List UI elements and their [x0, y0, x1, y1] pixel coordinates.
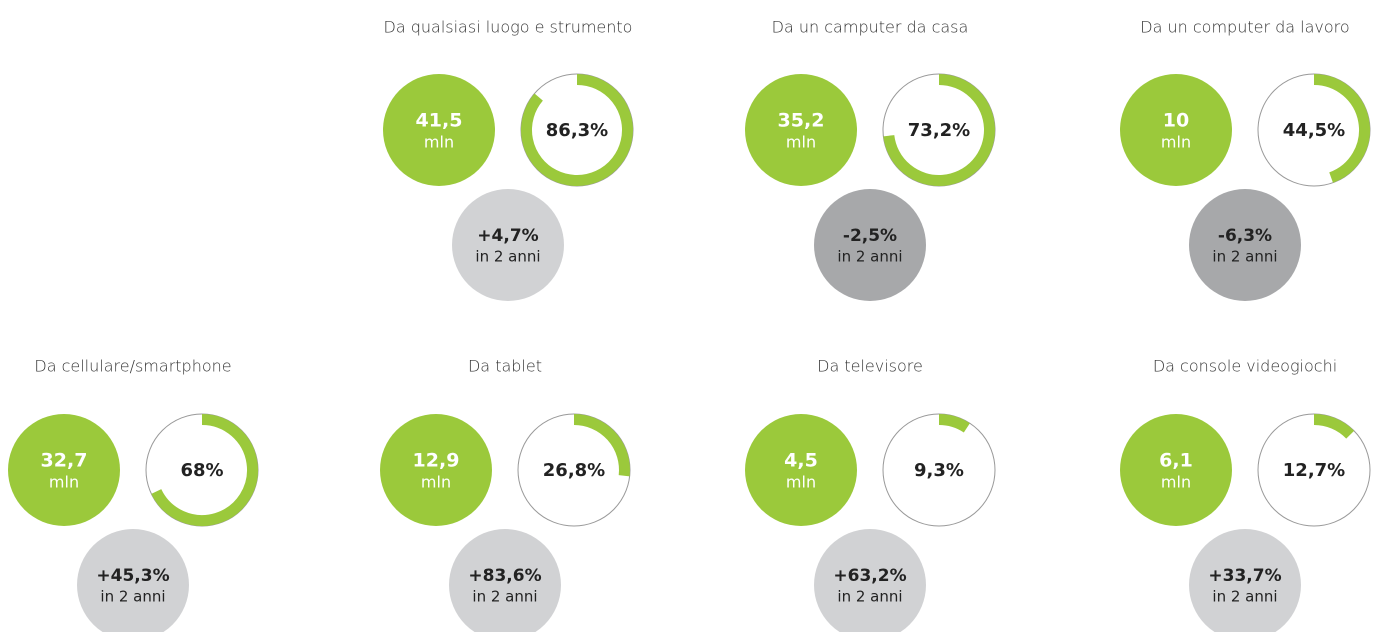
share-label: 73,2% — [908, 120, 970, 141]
share-arc — [573, 414, 630, 477]
users-circle — [8, 414, 120, 526]
users-unit: mln — [1161, 473, 1191, 492]
share-arc — [1313, 74, 1370, 183]
users-circle — [745, 74, 857, 186]
change-note: in 2 anni — [1212, 248, 1277, 266]
change-circle — [1189, 189, 1301, 301]
panel-title: Da qualsiasi luogo e strumento — [384, 18, 633, 37]
users-unit: mln — [421, 473, 451, 492]
share-label: 9,3% — [914, 460, 964, 481]
users-value: 10 — [1163, 110, 1189, 132]
change-circle — [452, 189, 564, 301]
change-note: in 2 anni — [472, 588, 537, 606]
change-note: in 2 anni — [837, 588, 902, 606]
change-value: +83,6% — [468, 566, 541, 586]
users-unit: mln — [786, 473, 816, 492]
share-label: 44,5% — [1283, 120, 1345, 141]
users-circle — [1120, 74, 1232, 186]
change-value: +33,7% — [1208, 566, 1281, 586]
users-circle — [380, 414, 492, 526]
change-circle — [814, 529, 926, 632]
users-unit: mln — [786, 133, 816, 152]
share-arc — [938, 414, 970, 433]
users-value: 35,2 — [778, 110, 825, 132]
panel-title: Da un computer da lavoro — [1140, 18, 1349, 37]
panel-title: Da cellulare/smartphone — [34, 357, 231, 376]
panel-title: Da console videogiochi — [1153, 357, 1337, 376]
change-note: in 2 anni — [100, 588, 165, 606]
change-value: +4,7% — [477, 226, 538, 246]
users-value: 6,1 — [1159, 450, 1193, 472]
share-label: 86,3% — [546, 120, 608, 141]
users-unit: mln — [424, 133, 454, 152]
change-note: in 2 anni — [475, 248, 540, 266]
users-value: 12,9 — [413, 450, 460, 472]
users-value: 32,7 — [41, 450, 88, 472]
change-circle — [77, 529, 189, 632]
change-value: -6,3% — [1218, 226, 1272, 246]
users-unit: mln — [49, 473, 79, 492]
panel-title: Da tablet — [468, 357, 542, 376]
users-unit: mln — [1161, 133, 1191, 152]
change-value: +45,3% — [96, 566, 169, 586]
users-value: 41,5 — [416, 110, 463, 132]
change-circle — [1189, 529, 1301, 632]
users-value: 4,5 — [784, 450, 818, 472]
change-circle — [814, 189, 926, 301]
change-note: in 2 anni — [837, 248, 902, 266]
share-arc — [1313, 414, 1355, 439]
share-label: 12,7% — [1283, 460, 1345, 481]
users-circle — [1120, 414, 1232, 526]
panel-title: Da un camputer da casa — [772, 18, 969, 37]
share-arc — [521, 74, 633, 186]
share-label: 68% — [180, 460, 223, 481]
share-arc — [151, 414, 258, 526]
users-circle — [383, 74, 495, 186]
users-circle — [745, 414, 857, 526]
panel-title: Da televisore — [817, 357, 923, 376]
change-circle — [449, 529, 561, 632]
share-arc — [883, 74, 995, 186]
share-label: 26,8% — [543, 460, 605, 481]
change-note: in 2 anni — [1212, 588, 1277, 606]
change-value: -2,5% — [843, 226, 897, 246]
change-value: +63,2% — [833, 566, 906, 586]
